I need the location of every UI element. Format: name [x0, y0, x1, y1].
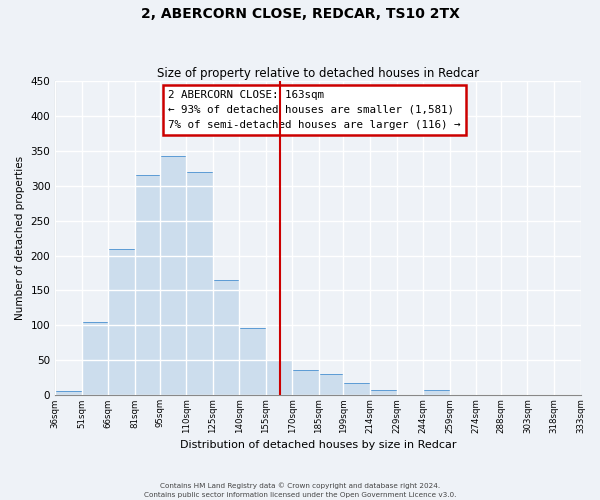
Bar	[343, 383, 370, 396]
Bar	[292, 370, 319, 396]
Text: 2 ABERCORN CLOSE: 163sqm
← 93% of detached houses are smaller (1,581)
7% of semi: 2 ABERCORN CLOSE: 163sqm ← 93% of detach…	[168, 90, 461, 130]
Bar	[239, 328, 266, 396]
Bar	[82, 322, 108, 396]
Bar	[370, 390, 397, 396]
Bar	[423, 390, 449, 396]
Y-axis label: Number of detached properties: Number of detached properties	[15, 156, 25, 320]
Bar	[319, 374, 343, 396]
Bar	[160, 156, 186, 396]
Text: Contains HM Land Registry data © Crown copyright and database right 2024.
Contai: Contains HM Land Registry data © Crown c…	[144, 482, 456, 498]
Bar	[108, 248, 135, 396]
X-axis label: Distribution of detached houses by size in Redcar: Distribution of detached houses by size …	[179, 440, 456, 450]
Bar	[135, 175, 160, 396]
Bar	[55, 390, 82, 396]
Title: Size of property relative to detached houses in Redcar: Size of property relative to detached ho…	[157, 66, 479, 80]
Bar	[212, 280, 239, 396]
Bar	[186, 172, 212, 396]
Bar	[266, 360, 292, 396]
Text: 2, ABERCORN CLOSE, REDCAR, TS10 2TX: 2, ABERCORN CLOSE, REDCAR, TS10 2TX	[140, 8, 460, 22]
